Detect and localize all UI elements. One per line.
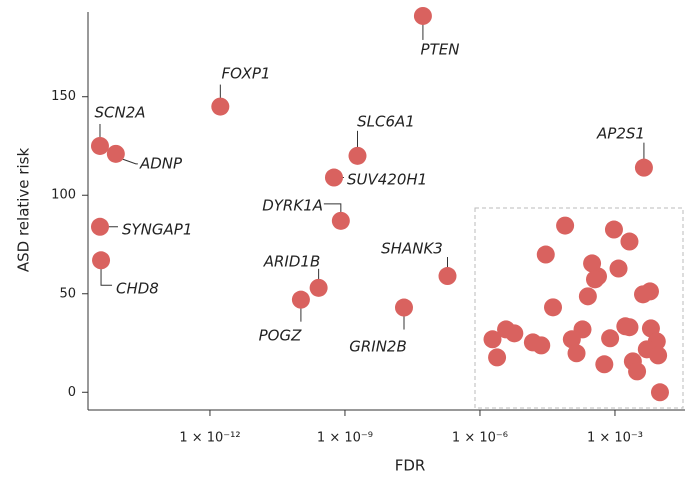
x-tick-label: 1 × 10⁻⁹	[317, 431, 373, 446]
point	[483, 330, 502, 349]
point-label: SCN2A	[94, 104, 145, 122]
point	[620, 318, 639, 337]
point-label: AP2S1	[596, 125, 645, 143]
point	[536, 245, 555, 264]
y-tick-label: 0	[68, 385, 76, 400]
point	[634, 285, 653, 304]
point	[324, 168, 343, 187]
point	[348, 146, 367, 165]
point	[556, 216, 575, 235]
point-label: SUV420H1	[347, 171, 427, 189]
point	[211, 97, 230, 116]
point	[438, 267, 457, 286]
point	[488, 348, 507, 367]
point	[413, 6, 432, 25]
point-label: SLC6A1	[357, 113, 415, 131]
x-tick-label: 1 × 10⁻⁶	[452, 431, 508, 446]
point	[291, 290, 310, 309]
point-label: FOXP1	[222, 65, 271, 83]
point	[331, 211, 350, 230]
point	[106, 144, 125, 163]
point	[649, 346, 668, 365]
point	[394, 298, 413, 317]
x-tick-label: 1 × 10⁻³	[587, 431, 643, 446]
point	[92, 251, 111, 270]
point	[585, 270, 604, 289]
point	[90, 217, 109, 236]
leader-line	[323, 203, 342, 213]
point-label: PTEN	[421, 41, 460, 59]
point	[505, 324, 524, 343]
point-label: POGZ	[259, 327, 302, 345]
y-axis-title: ASD relative risk	[15, 148, 33, 273]
point-label: SYNGAP1	[122, 221, 192, 239]
point	[620, 232, 639, 251]
point	[562, 330, 581, 349]
y-tick-label: 150	[51, 89, 76, 104]
highlight-box	[474, 207, 684, 409]
point	[90, 136, 109, 155]
point	[567, 344, 586, 363]
point	[634, 158, 653, 177]
leader-line	[121, 158, 138, 165]
point	[532, 336, 551, 355]
point	[628, 362, 647, 381]
point-label: SHANK3	[381, 240, 443, 258]
point	[609, 259, 628, 278]
point	[544, 298, 563, 317]
y-tick-label: 100	[51, 188, 76, 203]
point-label: ARID1B	[263, 253, 321, 271]
y-tick-label: 50	[59, 286, 76, 301]
point	[601, 329, 620, 348]
point-label: DYRK1A	[262, 197, 323, 215]
point	[309, 278, 328, 297]
x-axis-title: FDR	[395, 457, 426, 475]
x-tick-label: 1 × 10⁻¹²	[179, 431, 240, 446]
point-label: ADNP	[139, 155, 183, 173]
point	[650, 383, 669, 402]
leader-line	[100, 268, 113, 286]
point	[578, 287, 597, 306]
point	[604, 220, 623, 239]
point	[595, 355, 614, 374]
point-label: GRIN2B	[349, 338, 407, 356]
point-label: CHD8	[116, 280, 159, 298]
